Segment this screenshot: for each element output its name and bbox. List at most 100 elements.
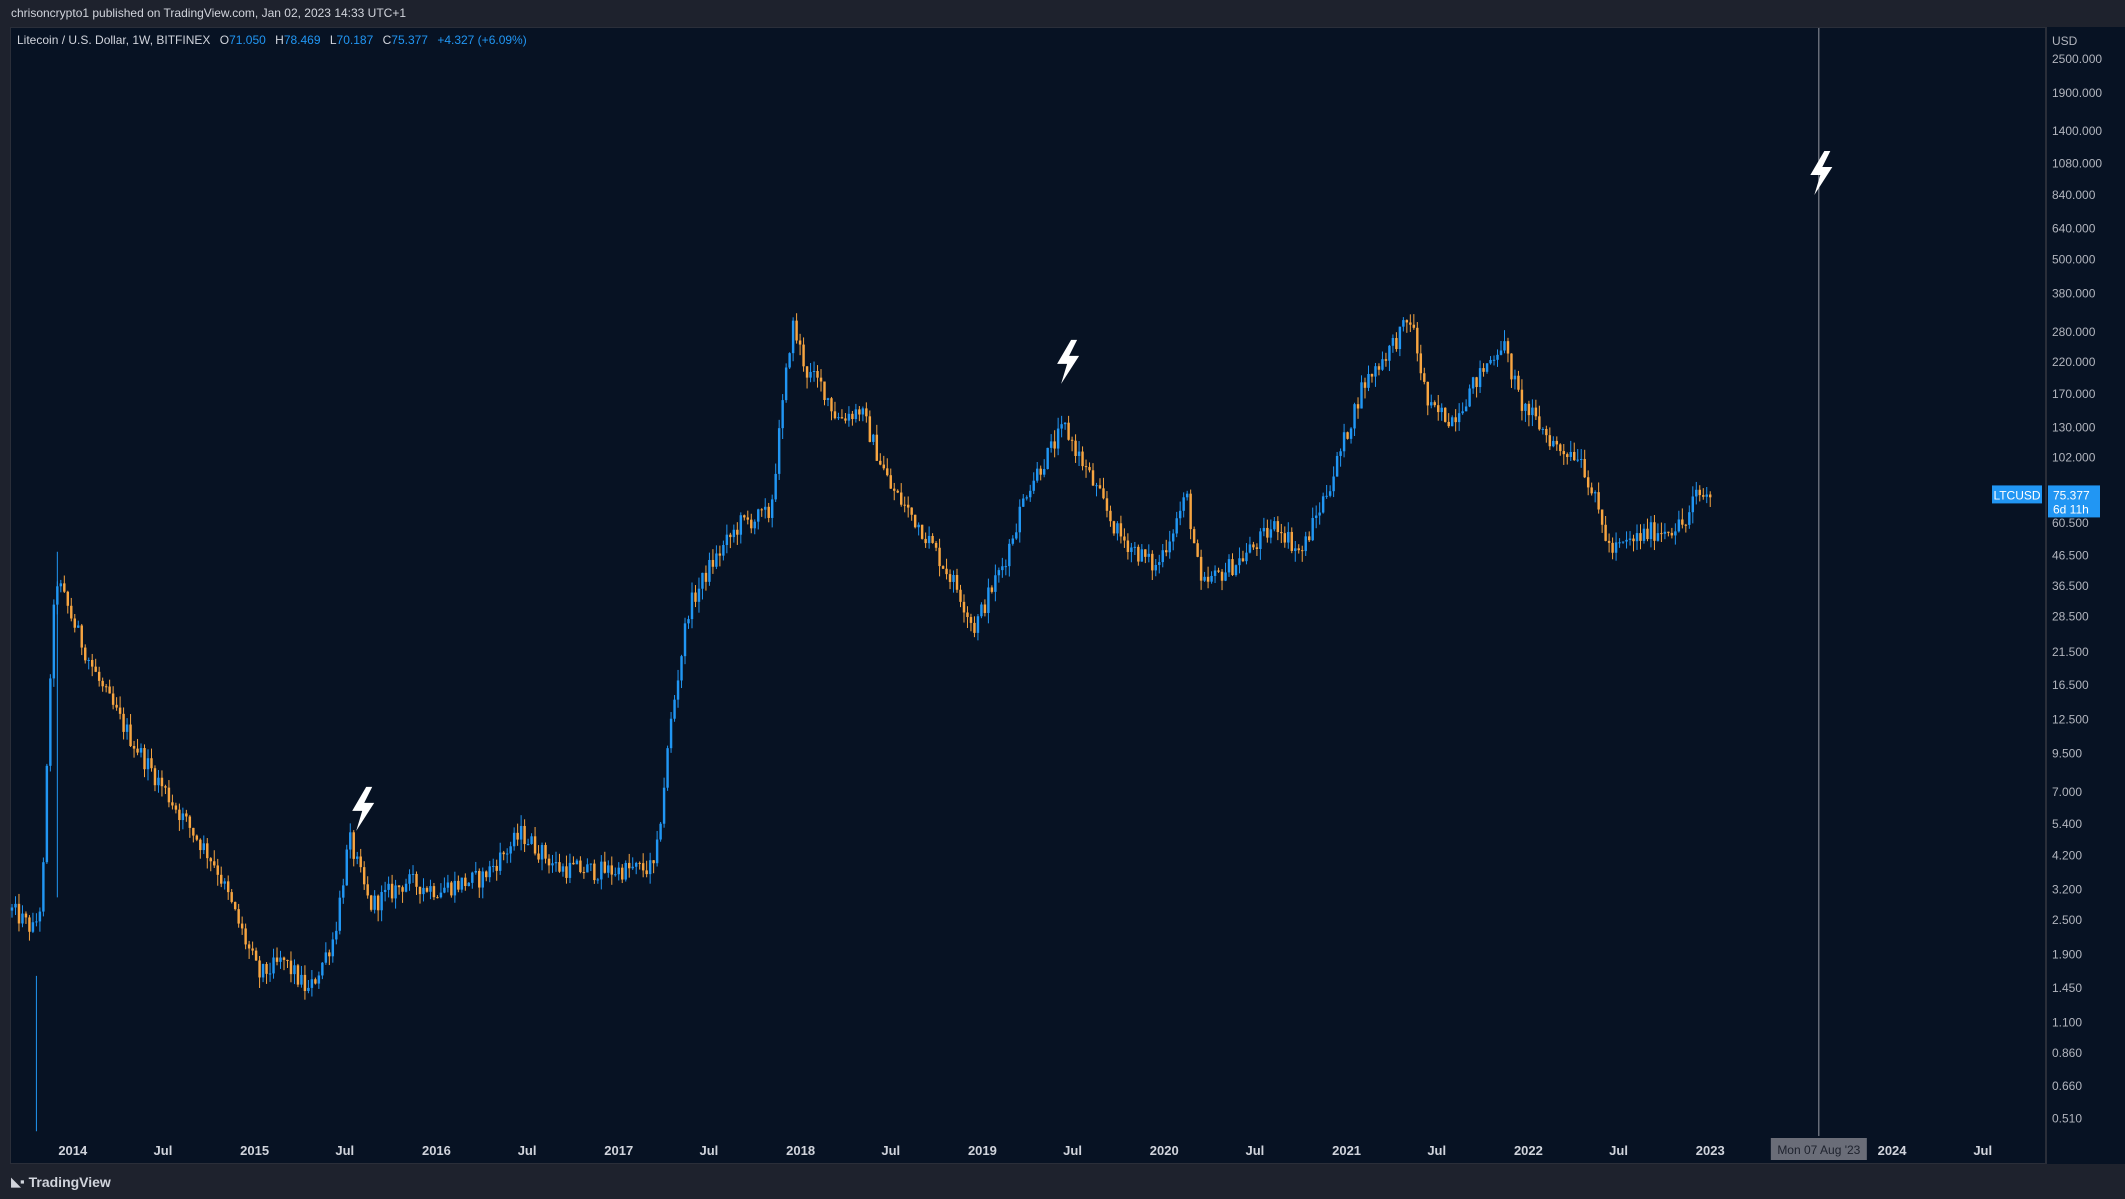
- candle-body: [1266, 527, 1269, 538]
- candle-body: [478, 870, 481, 888]
- candle-body: [401, 887, 404, 892]
- candle-body: [1213, 570, 1217, 576]
- candle-body: [498, 852, 502, 871]
- candle-body: [1147, 553, 1151, 557]
- candle-body: [617, 867, 620, 875]
- candle-body: [1046, 447, 1049, 470]
- candle-body: [851, 413, 854, 420]
- candle-body: [708, 559, 711, 582]
- candle-body: [760, 509, 763, 511]
- candle-body: [1656, 533, 1660, 541]
- time-tick-label: Jul: [881, 1143, 900, 1158]
- candle-body: [331, 939, 335, 957]
- candle-body: [1363, 382, 1367, 388]
- candle-body: [526, 843, 530, 845]
- candle-body: [1175, 518, 1178, 534]
- candle-body: [164, 786, 167, 788]
- time-tick-label: Jul: [335, 1143, 354, 1158]
- candle-body: [101, 680, 104, 687]
- last-price-label-bg: [2048, 485, 2100, 518]
- candle-body: [467, 882, 471, 887]
- candle-body: [303, 974, 307, 991]
- candle-body: [600, 861, 603, 880]
- candle-body: [823, 381, 826, 400]
- candle-body: [924, 538, 927, 544]
- candle-body: [471, 872, 474, 883]
- candle-body: [938, 547, 941, 567]
- close-label: C: [382, 33, 392, 47]
- candle-body: [1670, 532, 1674, 536]
- candle-body: [1593, 492, 1597, 494]
- candle-body: [533, 836, 537, 854]
- candle-body: [1039, 468, 1042, 475]
- candle-body: [875, 434, 879, 461]
- candle-body: [317, 975, 321, 984]
- candle-body: [788, 353, 791, 368]
- candle-body: [422, 887, 425, 895]
- candle-body: [1206, 576, 1210, 582]
- candle-body: [408, 874, 411, 884]
- candle-body: [199, 839, 202, 851]
- candle-body: [1185, 493, 1189, 498]
- candle-body: [1311, 517, 1314, 541]
- tradingview-logo[interactable]: ◣▪ TradingView: [11, 1174, 111, 1190]
- candle-body: [1245, 552, 1248, 562]
- candle-body: [1060, 424, 1063, 429]
- candle-body: [349, 832, 352, 850]
- candle-body: [770, 499, 774, 518]
- candle-body: [1573, 451, 1576, 461]
- candle-body: [1294, 548, 1297, 551]
- candle-body: [220, 874, 223, 884]
- candle-body: [969, 617, 973, 623]
- price-tick-label: 2500.000: [2052, 52, 2102, 66]
- candle-body: [129, 724, 132, 747]
- candle-body: [265, 963, 268, 974]
- candle-body: [1426, 381, 1429, 406]
- candle-body: [1116, 523, 1119, 534]
- candle-body: [1667, 531, 1670, 533]
- candle-body: [732, 529, 736, 538]
- candle-body: [582, 872, 586, 874]
- candle-body: [746, 517, 750, 520]
- candle-body: [314, 979, 317, 984]
- price-axis[interactable]: [2046, 27, 2125, 1164]
- candle-body: [662, 787, 666, 824]
- candle-body: [666, 748, 669, 788]
- candle-body: [436, 897, 439, 899]
- candle-body: [987, 587, 990, 613]
- candle-body: [652, 860, 655, 864]
- symbol-title[interactable]: Litecoin / U.S. Dollar, 1W, BITFINEX: [17, 33, 211, 47]
- candle-body: [35, 921, 38, 923]
- candle-body: [551, 863, 554, 866]
- candle-body: [1199, 556, 1203, 581]
- candle-body: [1259, 531, 1262, 549]
- candle-body: [146, 758, 150, 770]
- price-tick-label: 46.500: [2052, 549, 2089, 563]
- candle-body: [345, 849, 348, 886]
- candle-body: [1705, 494, 1708, 497]
- candle-body: [136, 748, 139, 753]
- chart-pane[interactable]: [10, 27, 2046, 1164]
- candle-body: [1478, 368, 1482, 388]
- candle-body: [1328, 491, 1332, 496]
- candle-body: [411, 873, 415, 875]
- candle-body: [784, 367, 788, 401]
- open-label: O: [219, 33, 230, 47]
- candle-body: [1541, 428, 1545, 430]
- candle-body: [1450, 417, 1454, 427]
- time-tick-label: Jul: [154, 1143, 173, 1158]
- candle-body: [913, 514, 917, 528]
- candle-body: [669, 718, 673, 749]
- candle-body: [753, 521, 756, 529]
- candle-body: [275, 957, 279, 962]
- time-tick-label: Jul: [700, 1143, 719, 1158]
- candle-body: [1227, 559, 1231, 573]
- candle-body: [1158, 562, 1161, 565]
- candle-body: [1579, 459, 1583, 461]
- candle-body: [1217, 570, 1220, 572]
- time-tick-label: 2024: [1878, 1143, 1908, 1158]
- candle-body: [1154, 564, 1157, 571]
- candle-body: [952, 574, 955, 582]
- candle-body: [872, 434, 875, 442]
